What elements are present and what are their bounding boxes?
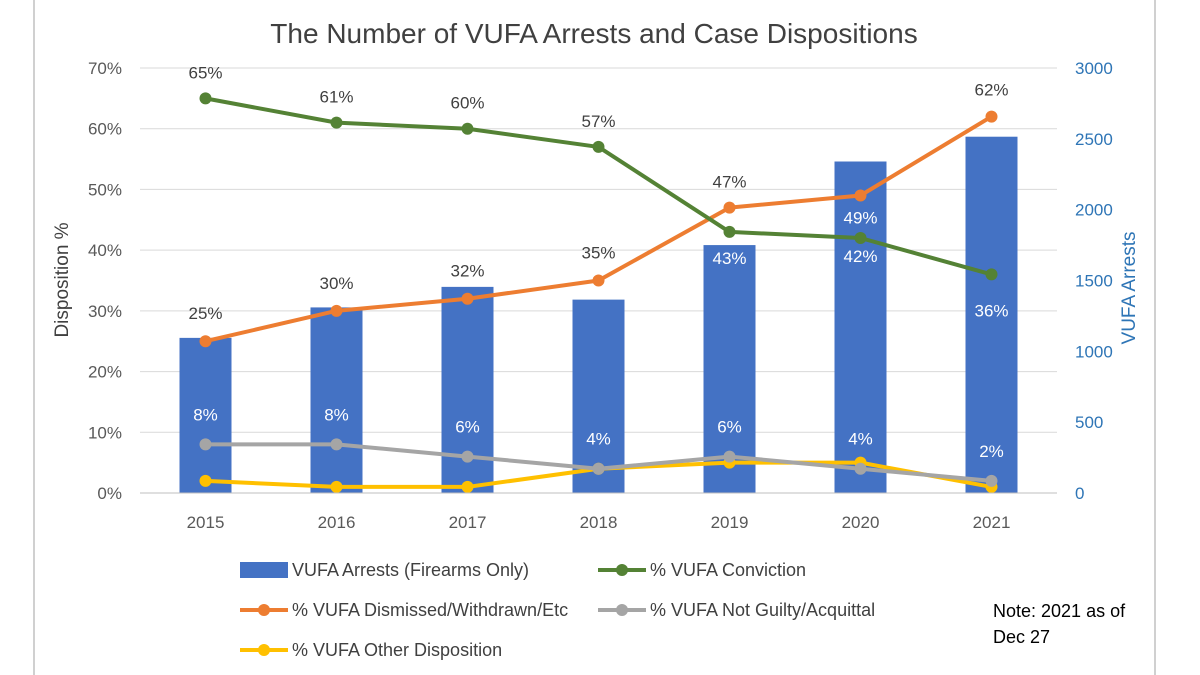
bar bbox=[965, 136, 1018, 494]
x-tick-label: 2016 bbox=[318, 513, 356, 532]
data-label: 6% bbox=[717, 418, 742, 437]
series-point bbox=[199, 335, 212, 348]
data-label: 8% bbox=[324, 405, 349, 424]
series-point bbox=[723, 225, 736, 238]
legend: VUFA Arrests (Firearms Only) % VUFA Convi… bbox=[240, 560, 875, 660]
chart-title: The Number of VUFA Arrests and Case Disp… bbox=[270, 18, 917, 49]
data-label: 6% bbox=[455, 418, 480, 437]
y2-tick-label: 0 bbox=[1075, 484, 1084, 503]
legend-marker bbox=[258, 644, 270, 656]
series-point bbox=[199, 474, 212, 487]
data-label: 49% bbox=[843, 209, 877, 228]
x-tick-label: 2018 bbox=[580, 513, 618, 532]
x-tick-label: 2017 bbox=[449, 513, 487, 532]
y-tick-label: 0% bbox=[97, 484, 122, 503]
series-point bbox=[199, 438, 212, 451]
data-label: 47% bbox=[712, 173, 746, 192]
y2-tick-label: 500 bbox=[1075, 413, 1103, 432]
data-label: 62% bbox=[974, 81, 1008, 100]
x-tick-label: 2015 bbox=[187, 513, 225, 532]
series-point bbox=[592, 274, 605, 287]
data-labels: 65% 61% 60% 57% 43% 42% 36% 25% 30% 32% 35% 47% 49% 6… bbox=[188, 63, 1008, 461]
y2-tick-label: 1000 bbox=[1075, 342, 1113, 361]
y-tick-label: 70% bbox=[88, 59, 122, 78]
x-tick-label: 2019 bbox=[711, 513, 749, 532]
data-label: 30% bbox=[319, 274, 353, 293]
series-point bbox=[461, 480, 474, 493]
bar bbox=[310, 307, 363, 493]
x-tick-label: 2021 bbox=[973, 513, 1011, 532]
data-label: 57% bbox=[581, 112, 615, 131]
y-tick-label: 50% bbox=[88, 180, 122, 199]
series-point bbox=[330, 480, 343, 493]
y2-tick-label: 3000 bbox=[1075, 59, 1113, 78]
legend-swatch bbox=[240, 562, 288, 578]
line-series bbox=[199, 92, 998, 493]
legend-label: % VUFA Dismissed/Withdrawn/Etc bbox=[292, 600, 568, 620]
series-point bbox=[723, 450, 736, 463]
footnote: Note: 2021 as of Dec 27 bbox=[993, 601, 1126, 647]
legend-label: % VUFA Other Disposition bbox=[292, 640, 502, 660]
data-label: 25% bbox=[188, 304, 222, 323]
y2-axis-title: VUFA Arrests bbox=[1119, 232, 1140, 345]
data-label: 43% bbox=[712, 249, 746, 268]
series-point bbox=[854, 462, 867, 475]
y-tick-label: 20% bbox=[88, 363, 122, 382]
y-tick-label: 10% bbox=[88, 423, 122, 442]
series-point bbox=[199, 92, 212, 105]
data-label: 61% bbox=[319, 88, 353, 107]
legend-label: % VUFA Not Guilty/Acquittal bbox=[650, 600, 875, 620]
legend-marker bbox=[258, 604, 270, 616]
bar bbox=[179, 337, 232, 493]
data-label: 4% bbox=[586, 430, 611, 449]
series-point bbox=[461, 292, 474, 305]
data-label: 8% bbox=[193, 405, 218, 424]
y-tick-label: 30% bbox=[88, 302, 122, 321]
y2-tick-label: 2500 bbox=[1075, 130, 1113, 149]
series-point bbox=[592, 462, 605, 475]
y-tick-label: 60% bbox=[88, 120, 122, 139]
legend-marker bbox=[616, 564, 628, 576]
data-label: 42% bbox=[843, 247, 877, 266]
series-point bbox=[330, 438, 343, 451]
data-label: 4% bbox=[848, 430, 873, 449]
series-point bbox=[461, 450, 474, 463]
series-point bbox=[330, 116, 343, 129]
data-label: 35% bbox=[581, 244, 615, 263]
series-point bbox=[985, 110, 998, 123]
bar bbox=[834, 161, 887, 493]
data-label: 2% bbox=[979, 442, 1004, 461]
chart-frame bbox=[33, 0, 1156, 675]
series-point bbox=[985, 474, 998, 487]
legend-label: % VUFA Conviction bbox=[650, 560, 806, 580]
legend-marker bbox=[616, 604, 628, 616]
data-label: 32% bbox=[450, 262, 484, 281]
series-point bbox=[592, 140, 605, 153]
y2-tick-label: 1500 bbox=[1075, 272, 1113, 291]
bar bbox=[572, 299, 625, 493]
y-tick-label: 40% bbox=[88, 241, 122, 260]
series-point bbox=[854, 189, 867, 202]
bar-series bbox=[179, 136, 1018, 494]
y-axis-title: Disposition % bbox=[52, 222, 73, 337]
series-point bbox=[854, 232, 867, 244]
series-point bbox=[461, 122, 474, 135]
y2-tick-label: 2000 bbox=[1075, 201, 1113, 220]
x-tick-label: 2020 bbox=[842, 513, 880, 532]
series-point bbox=[330, 304, 343, 317]
series-point bbox=[985, 268, 998, 281]
axes: 0% 10% 20% 30% 40% 50% 60% 70% 0 500 1000 1500 2000 2… bbox=[88, 59, 1113, 532]
legend-label: VUFA Arrests (Firearms Only) bbox=[292, 560, 529, 580]
data-label: 65% bbox=[188, 63, 222, 82]
data-label: 36% bbox=[974, 301, 1008, 320]
data-label: 60% bbox=[450, 94, 484, 113]
series-point bbox=[723, 201, 736, 214]
